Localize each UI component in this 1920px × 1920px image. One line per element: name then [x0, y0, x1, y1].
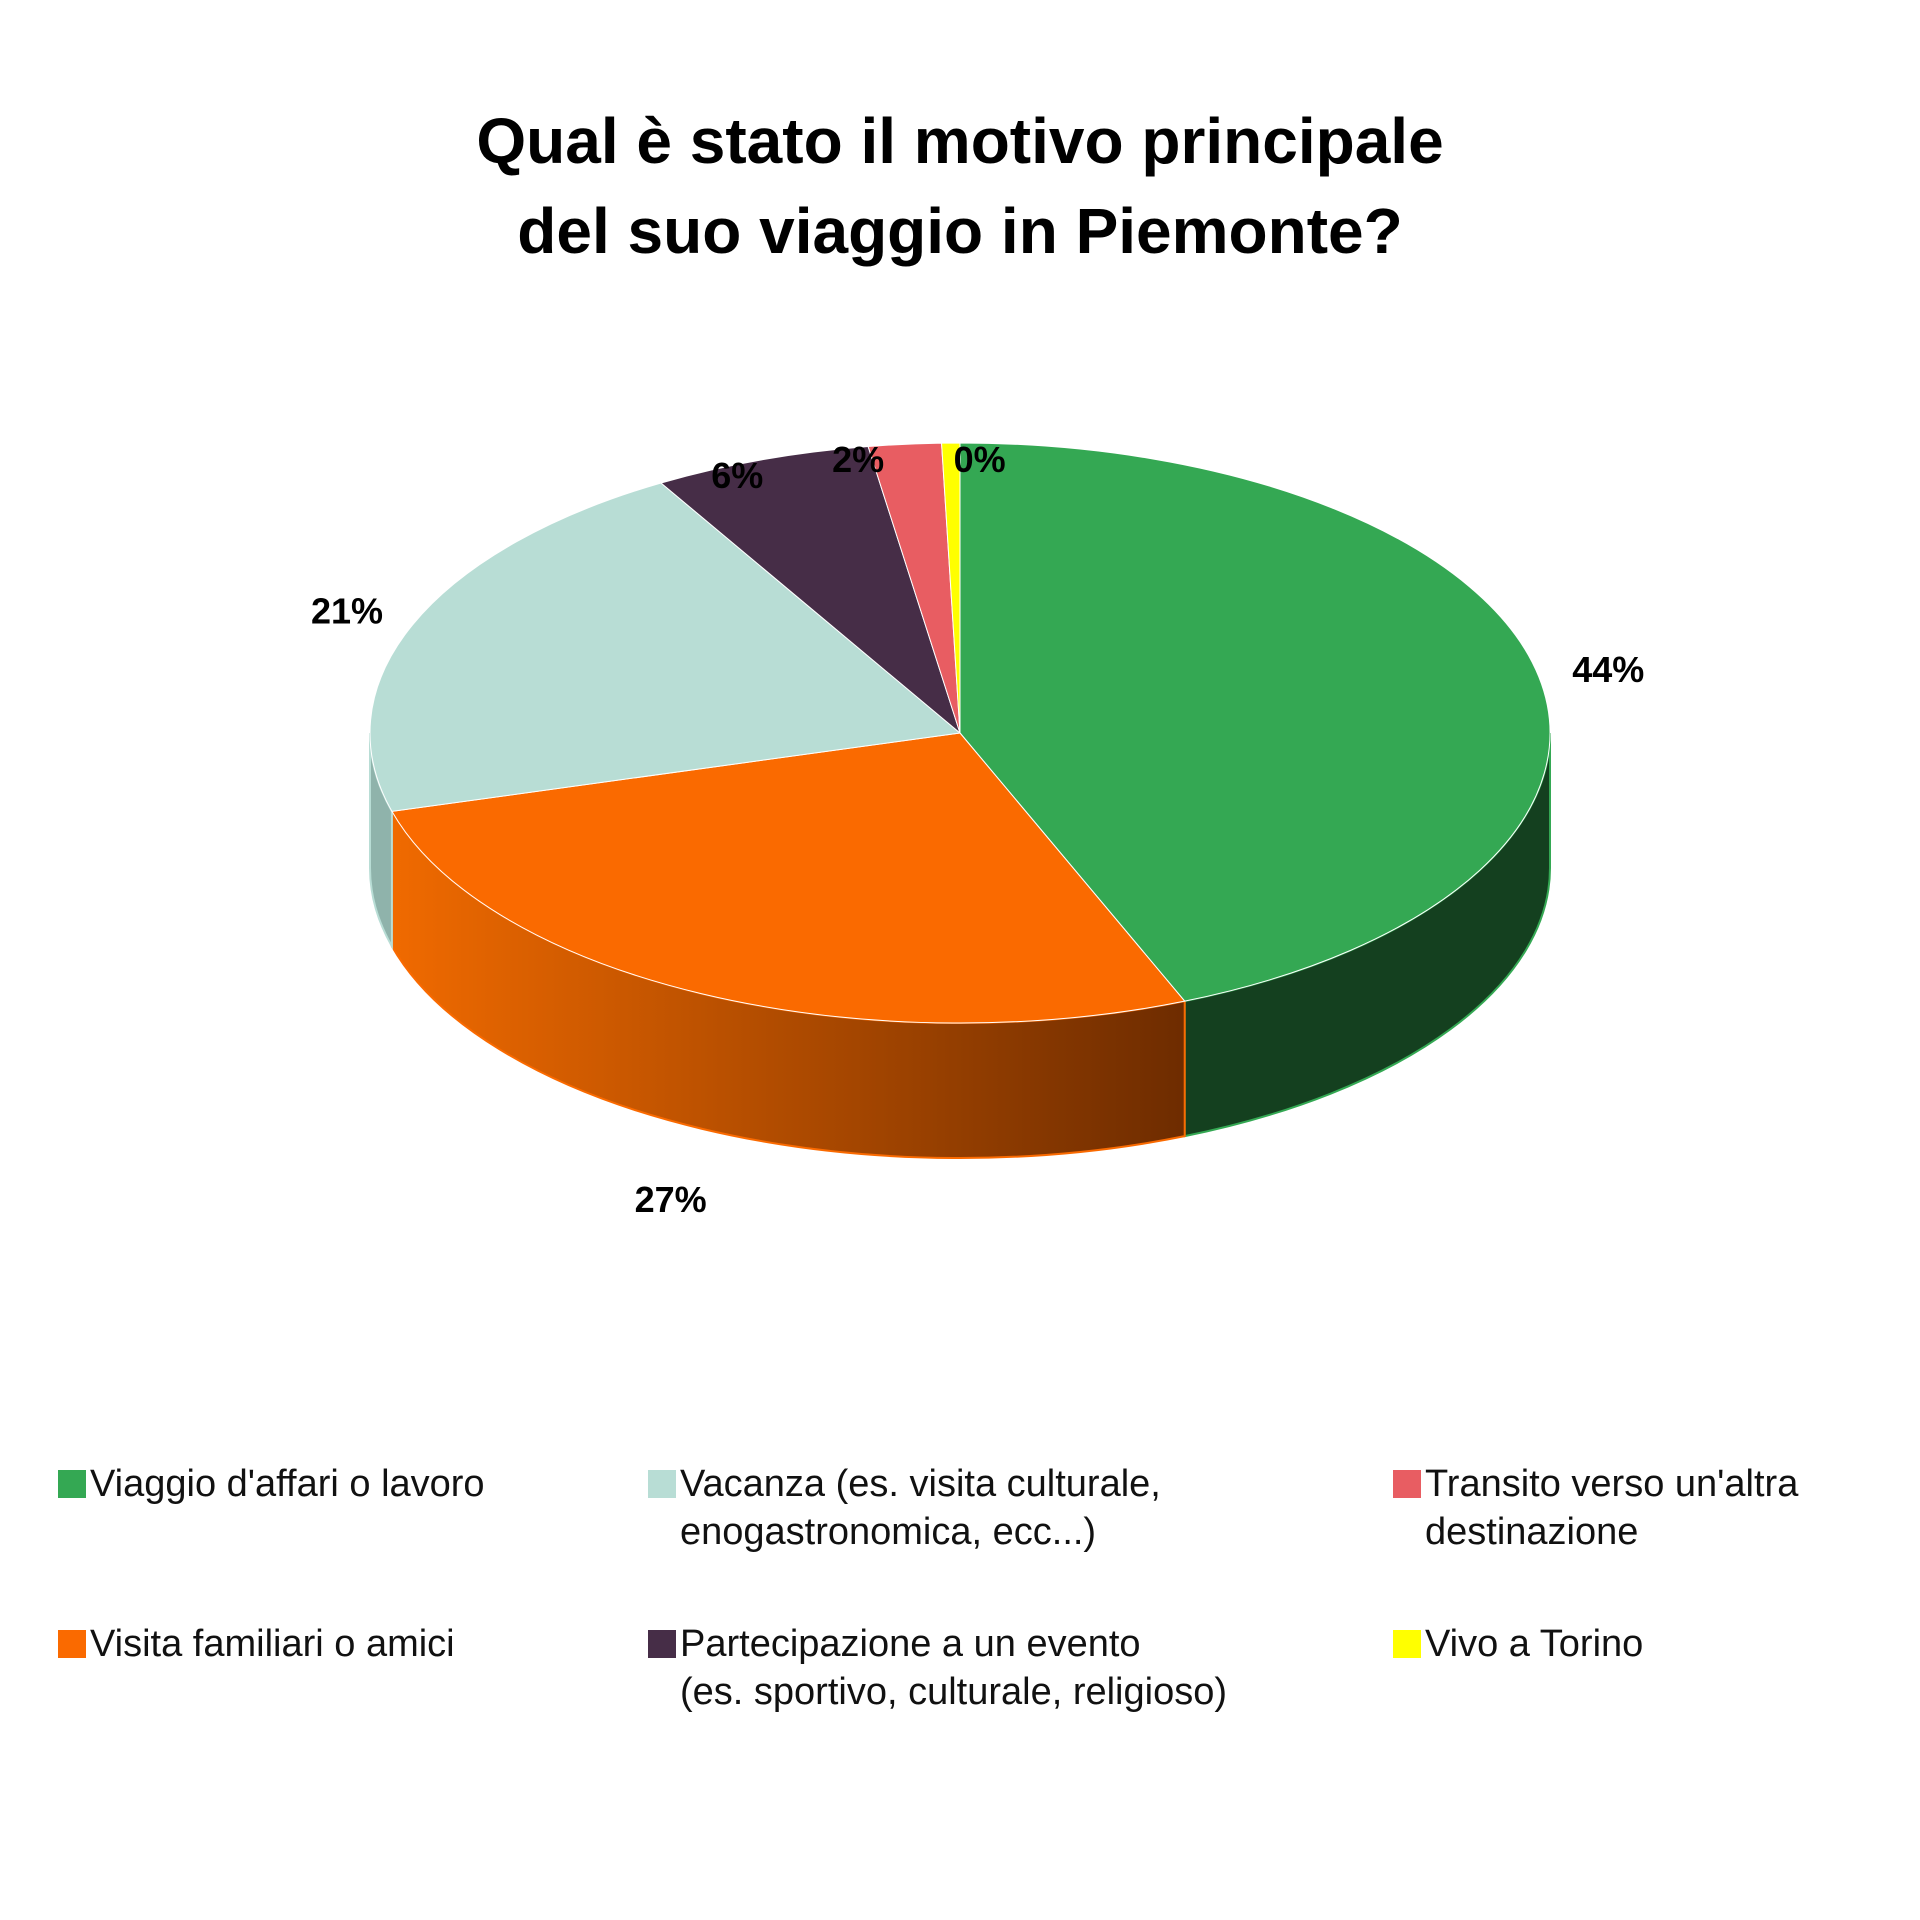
chart-title: Qual è stato il motivo principale del su… [0, 96, 1920, 276]
legend-label: Vivo a Torino [1425, 1623, 1644, 1665]
pie-label-vacanza-es-visita-culturale: 21% [311, 591, 383, 632]
legend-label: Viaggio d'affari o lavoro [90, 1463, 485, 1505]
pie-label-partecipazione-a-un-evento: 6% [711, 455, 763, 496]
pie-labels: 44% 27% 21% 6% 2% 0% [311, 439, 1644, 1220]
chart-title-line-1: Qual è stato il motivo principale [476, 105, 1444, 177]
pie-label-visita-familiari-o-amici: 27% [635, 1179, 707, 1220]
pie-slice-viaggio-d-affari-o-lavoro[interactable] [959, 442, 1551, 1002]
legend-item-vivo-a-torino[interactable]: Vivo a Torino [1393, 1620, 1643, 1668]
legend-item-viaggio-d-affari-o-lavoro[interactable]: Viaggio d'affari o lavoro [58, 1460, 485, 1508]
pie-slice-visita-familiari-o-amici[interactable] [391, 732, 1186, 1024]
legend-swatch [1393, 1470, 1421, 1498]
legend-label: Vacanza (es. visita culturale, enogastro… [680, 1463, 1161, 1553]
legend-item-partecipazione-a-un-evento[interactable]: Partecipazione a un evento (es. sportivo… [648, 1620, 1227, 1716]
legend-swatch [648, 1470, 676, 1498]
pie-label-transito-verso-un-altra: 2% [832, 439, 884, 480]
legend-swatch [1393, 1630, 1421, 1658]
pie-slice-vivo-a-torino[interactable] [941, 442, 961, 734]
legend-label: Transito verso un'altra destinazione [1425, 1463, 1799, 1553]
pie-label-vivo-a-torino: 0% [954, 439, 1006, 480]
legend-swatch [58, 1630, 86, 1658]
pie-slice-partecipazione-a-un-evento[interactable] [659, 446, 962, 735]
legend-item-visita-familiari-o-amici[interactable]: Visita familiari o amici [58, 1620, 455, 1668]
chart-title-line-2: del suo viaggio in Piemonte? [517, 195, 1403, 267]
pie-tops [369, 442, 1551, 1024]
legend-item-vacanza-es-visita-culturale[interactable]: Vacanza (es. visita culturale, enogastro… [648, 1460, 1161, 1556]
legend-swatch [648, 1630, 676, 1658]
legend-swatch [58, 1470, 86, 1498]
legend: Viaggio d'affari o lavoro Vacanza (es. vi… [0, 1460, 1920, 1760]
pie-slice-vacanza-es-visita-culturale[interactable] [369, 482, 962, 812]
pie-sides [369, 732, 1551, 1159]
pie-label-viaggio-d-affari-o-lavoro: 44% [1572, 649, 1644, 690]
legend-label: Visita familiari o amici [90, 1623, 455, 1665]
legend-item-transito-verso-un-altra[interactable]: Transito verso un'altra destinazione [1393, 1460, 1798, 1556]
legend-label: Partecipazione a un evento (es. sportivo… [680, 1623, 1227, 1713]
